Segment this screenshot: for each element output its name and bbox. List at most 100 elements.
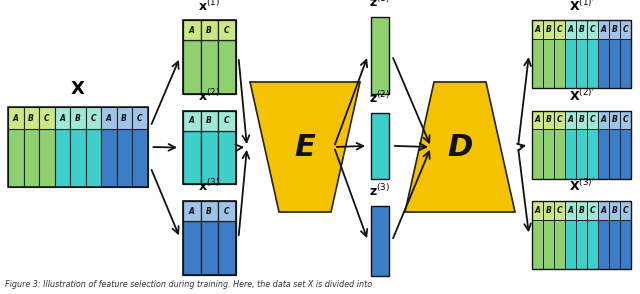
Bar — [200, 221, 218, 275]
Text: A: A — [534, 116, 540, 124]
Bar — [587, 111, 598, 129]
Bar — [565, 129, 576, 179]
Text: C: C — [623, 25, 628, 34]
Bar — [554, 220, 565, 269]
Bar — [116, 107, 132, 129]
Text: C: C — [90, 113, 96, 123]
Text: C: C — [589, 116, 595, 124]
Bar — [576, 129, 587, 179]
Bar — [609, 201, 620, 220]
Text: C: C — [589, 25, 595, 34]
Bar — [620, 220, 631, 269]
Text: C: C — [224, 26, 230, 35]
Bar — [576, 20, 587, 39]
Text: B: B — [206, 26, 212, 35]
Text: B: B — [28, 113, 34, 123]
Bar — [371, 17, 389, 94]
Text: $\mathbf{x}^{(3)}$: $\mathbf{x}^{(3)}$ — [198, 178, 220, 195]
Text: $\mathbf{X}$: $\mathbf{X}$ — [70, 80, 86, 98]
Bar — [543, 39, 554, 88]
Text: $\mathbf{x}^{(1)}$: $\mathbf{x}^{(1)}$ — [198, 0, 220, 14]
Bar — [183, 111, 200, 131]
Bar — [8, 107, 147, 187]
Bar — [565, 20, 576, 39]
Bar — [620, 20, 631, 39]
Text: Figure 3: Illustration of feature selection during training. Here, the data set : Figure 3: Illustration of feature select… — [5, 280, 372, 290]
Text: B: B — [206, 207, 212, 216]
Bar — [24, 107, 39, 129]
Bar — [565, 111, 576, 129]
Text: $\mathbf{x}^{(2)}$: $\mathbf{x}^{(2)}$ — [198, 88, 220, 104]
Bar — [543, 201, 554, 220]
Text: A: A — [534, 25, 540, 34]
Bar — [218, 221, 236, 275]
Bar — [554, 39, 565, 88]
Text: B: B — [612, 206, 618, 215]
Text: B: B — [75, 113, 81, 123]
Text: A: A — [568, 25, 573, 34]
Bar — [587, 20, 598, 39]
Polygon shape — [250, 82, 360, 212]
Text: A: A — [534, 206, 540, 215]
Text: $\mathbf{X}^{(2)'}$: $\mathbf{X}^{(2)'}$ — [568, 88, 595, 104]
Text: C: C — [224, 207, 230, 216]
Bar — [183, 131, 200, 184]
Text: A: A — [106, 113, 112, 123]
Bar — [101, 129, 116, 187]
Bar — [532, 129, 543, 179]
Bar — [554, 20, 565, 39]
Text: B: B — [612, 116, 618, 124]
Text: A: A — [60, 113, 65, 123]
Text: B: B — [579, 25, 584, 34]
Bar — [532, 20, 543, 39]
Text: B: B — [545, 116, 552, 124]
Text: A: A — [189, 26, 195, 35]
Bar — [532, 220, 543, 269]
Text: A: A — [189, 207, 195, 216]
Bar — [24, 129, 39, 187]
Text: B: B — [545, 25, 552, 34]
Text: A: A — [189, 116, 195, 125]
Bar — [565, 39, 576, 88]
Text: B: B — [206, 116, 212, 125]
Bar — [371, 206, 389, 276]
Bar — [598, 201, 609, 220]
Text: C: C — [44, 113, 49, 123]
Bar — [543, 220, 554, 269]
Bar — [86, 129, 101, 187]
Bar — [8, 107, 24, 129]
Bar — [576, 111, 587, 129]
Bar — [609, 111, 620, 129]
Bar — [200, 20, 218, 40]
Bar — [39, 107, 54, 129]
Bar — [183, 20, 200, 40]
Bar — [54, 129, 70, 187]
Text: C: C — [224, 116, 230, 125]
Text: E: E — [294, 133, 316, 161]
Bar — [218, 20, 236, 40]
Bar — [565, 201, 576, 220]
Bar — [200, 111, 218, 131]
Bar — [609, 220, 620, 269]
Bar — [554, 129, 565, 179]
Bar — [554, 201, 565, 220]
Text: B: B — [612, 25, 618, 34]
Text: A: A — [600, 206, 607, 215]
Text: B: B — [579, 206, 584, 215]
Text: B: B — [545, 206, 552, 215]
Bar — [620, 39, 631, 88]
Bar — [587, 129, 598, 179]
Text: A: A — [568, 206, 573, 215]
Bar — [587, 201, 598, 220]
Bar — [554, 111, 565, 129]
Bar — [598, 111, 609, 129]
Text: C: C — [623, 206, 628, 215]
Bar — [218, 111, 236, 131]
Bar — [532, 201, 631, 269]
Text: C: C — [137, 113, 143, 123]
Text: C: C — [557, 25, 563, 34]
Bar — [116, 129, 132, 187]
Polygon shape — [405, 82, 515, 212]
Bar — [587, 220, 598, 269]
Text: $\mathbf{z}^{(3)}$: $\mathbf{z}^{(3)}$ — [369, 183, 390, 199]
